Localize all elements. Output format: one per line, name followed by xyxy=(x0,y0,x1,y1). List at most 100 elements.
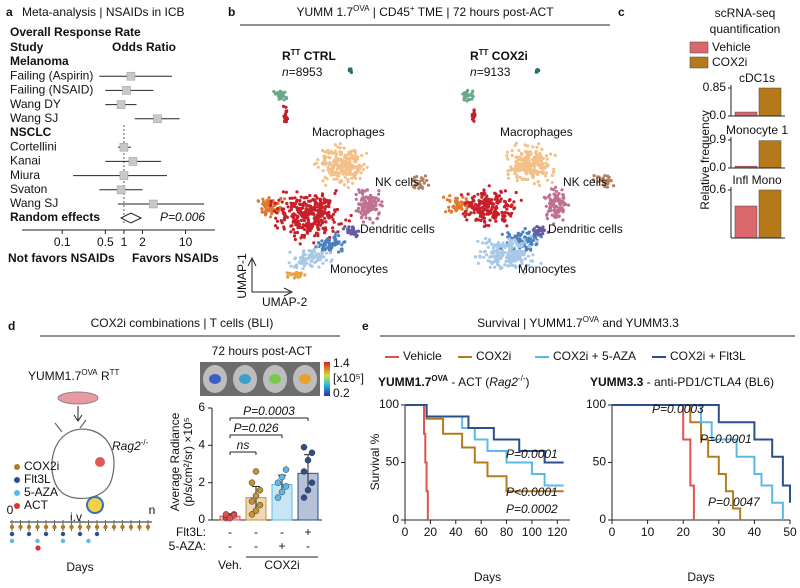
umap-dot xyxy=(351,227,355,231)
text-part: R xyxy=(470,49,479,63)
umap-dot xyxy=(277,97,281,101)
umap-dot xyxy=(347,67,352,71)
legend-swatch xyxy=(689,56,709,69)
data-point xyxy=(300,494,308,501)
colorbar-unit: [x10⁵] xyxy=(333,371,364,385)
umap-dot xyxy=(538,151,542,155)
umap-dot xyxy=(601,176,605,180)
umap-dot xyxy=(491,260,495,264)
umap-dot xyxy=(509,214,513,218)
umap-dot xyxy=(478,211,482,215)
umap-dot xyxy=(516,158,520,162)
study-label: Wang SJ xyxy=(10,111,58,125)
umap-dot xyxy=(461,195,465,199)
umap-dot xyxy=(354,192,358,197)
text-part: - ACT ( xyxy=(448,375,489,389)
row-mark: + xyxy=(278,539,285,553)
umap-dot xyxy=(456,202,460,206)
umap-dot xyxy=(327,155,331,159)
legend-label: 5-AZA xyxy=(24,485,58,499)
umap-dot xyxy=(324,258,328,262)
umap-dot xyxy=(359,210,363,214)
umap-dot xyxy=(340,247,344,251)
umap-dot xyxy=(320,221,325,225)
umap-dot xyxy=(518,155,522,159)
umap-dot xyxy=(490,242,494,246)
umap-dot xyxy=(554,216,558,220)
umap-dot xyxy=(558,203,562,207)
umap-dot xyxy=(476,192,480,196)
summary-diamond xyxy=(119,212,143,224)
schedule-dot xyxy=(26,524,32,530)
odds-box xyxy=(122,86,131,95)
umap-dot xyxy=(500,254,504,258)
x-tick-label: 120 xyxy=(547,525,567,539)
data-point xyxy=(300,468,308,475)
umap-dot xyxy=(320,162,324,166)
umap-dot xyxy=(322,197,326,201)
umap-dot xyxy=(488,255,492,259)
umap-dot xyxy=(335,177,339,181)
umap-axis-label: UMAP-1 xyxy=(235,253,249,299)
umap-dot xyxy=(503,189,507,193)
umap-dot xyxy=(500,248,505,252)
umap-dot xyxy=(494,258,498,262)
schedule-dot xyxy=(137,524,142,530)
y-tick-label: 0 xyxy=(599,512,606,526)
umap-dot xyxy=(500,211,504,215)
umap-dot xyxy=(545,157,549,161)
umap-dot xyxy=(518,255,522,259)
umap-dot xyxy=(270,212,274,216)
umap-dot xyxy=(288,250,292,254)
umap-dot xyxy=(289,207,293,212)
umap-dot xyxy=(285,271,289,275)
facet-title: Monocyte 1 xyxy=(726,123,788,137)
umap-dot xyxy=(317,265,321,269)
umap-dot xyxy=(495,253,499,257)
umap-dot xyxy=(323,158,327,162)
text-part: OVA xyxy=(81,368,98,377)
umap-dot xyxy=(532,168,537,172)
chart-title: scRNA-seq xyxy=(715,6,776,20)
umap-dot xyxy=(334,152,339,156)
data-point xyxy=(248,498,256,505)
umap-dot xyxy=(607,175,611,179)
umap-dot xyxy=(342,171,346,175)
umap-dot xyxy=(293,257,297,261)
umap-dot xyxy=(553,153,557,157)
umap-dot xyxy=(519,198,523,202)
umap-dot xyxy=(465,212,469,216)
cluster-label: Dendritic cells xyxy=(360,222,435,236)
umap-dot xyxy=(275,207,279,211)
umap-dot xyxy=(523,257,527,261)
umap-dot xyxy=(535,170,539,174)
umap-dot xyxy=(377,189,381,193)
umap-dot xyxy=(478,214,482,218)
umap-dot xyxy=(447,205,451,209)
umap-dot xyxy=(510,149,514,153)
comparison-label: P=0.026 xyxy=(233,421,278,435)
umap-dot xyxy=(535,224,539,229)
umap-dot xyxy=(537,183,542,188)
data-point xyxy=(300,443,308,451)
umap-dot xyxy=(331,217,335,222)
umap-dot xyxy=(472,211,476,215)
umap-dot xyxy=(273,201,277,205)
umap-dot xyxy=(287,261,291,265)
umap-axis-label: UMAP-2 xyxy=(262,295,308,309)
study-label: Svaton xyxy=(10,182,47,196)
umap-dot xyxy=(302,263,306,268)
umap-dot xyxy=(515,162,520,166)
y-tick-label: 4 xyxy=(198,438,205,452)
umap-dot xyxy=(561,201,565,205)
umap-dot xyxy=(471,198,475,202)
umap-dot xyxy=(523,267,528,271)
legend-label: COX2i xyxy=(24,459,59,473)
odds-box xyxy=(153,114,162,124)
umap-dot xyxy=(515,166,520,170)
umap-dot xyxy=(519,244,523,248)
umap-dot xyxy=(343,225,347,229)
umap-dot xyxy=(516,169,520,173)
umap-dot xyxy=(422,181,426,185)
